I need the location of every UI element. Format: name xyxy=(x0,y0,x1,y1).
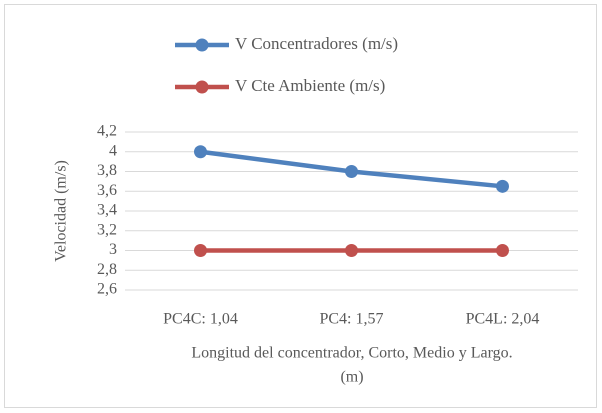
y-tick-label: 4,2 xyxy=(97,123,117,140)
data-point xyxy=(345,244,358,257)
legend-label: V Concentradores (m/s) xyxy=(235,34,398,53)
y-tick-label: 2,6 xyxy=(97,281,117,298)
y-tick-label: 4 xyxy=(109,142,117,159)
data-point xyxy=(496,244,509,257)
data-point xyxy=(496,179,509,193)
y-tick-label: 2,8 xyxy=(97,261,117,278)
x-axis-label: Longitud del concentrador, Corto, Medio … xyxy=(191,345,512,362)
y-tick-label: 3,8 xyxy=(97,162,117,179)
y-tick-label: 3,4 xyxy=(97,202,117,219)
legend-label: V Cte Ambiente (m/s) xyxy=(235,76,385,95)
y-tick-label: 3,6 xyxy=(97,182,117,199)
data-point xyxy=(194,145,207,159)
data-point xyxy=(345,165,358,178)
x-tick-label: PC4L: 2,04 xyxy=(466,311,540,328)
legend-marker xyxy=(195,80,209,94)
x-axis-label: (m) xyxy=(340,369,363,386)
chart-border xyxy=(4,4,597,408)
x-tick-label: PC4: 1,57 xyxy=(319,311,383,328)
y-axis-label: Velocidad (m/s) xyxy=(53,160,70,262)
legend-marker xyxy=(195,38,209,52)
data-point xyxy=(194,244,207,257)
x-tick-label: PC4C: 1,04 xyxy=(163,311,238,328)
y-tick-label: 3 xyxy=(109,241,117,258)
y-tick-label: 3,2 xyxy=(97,221,117,238)
